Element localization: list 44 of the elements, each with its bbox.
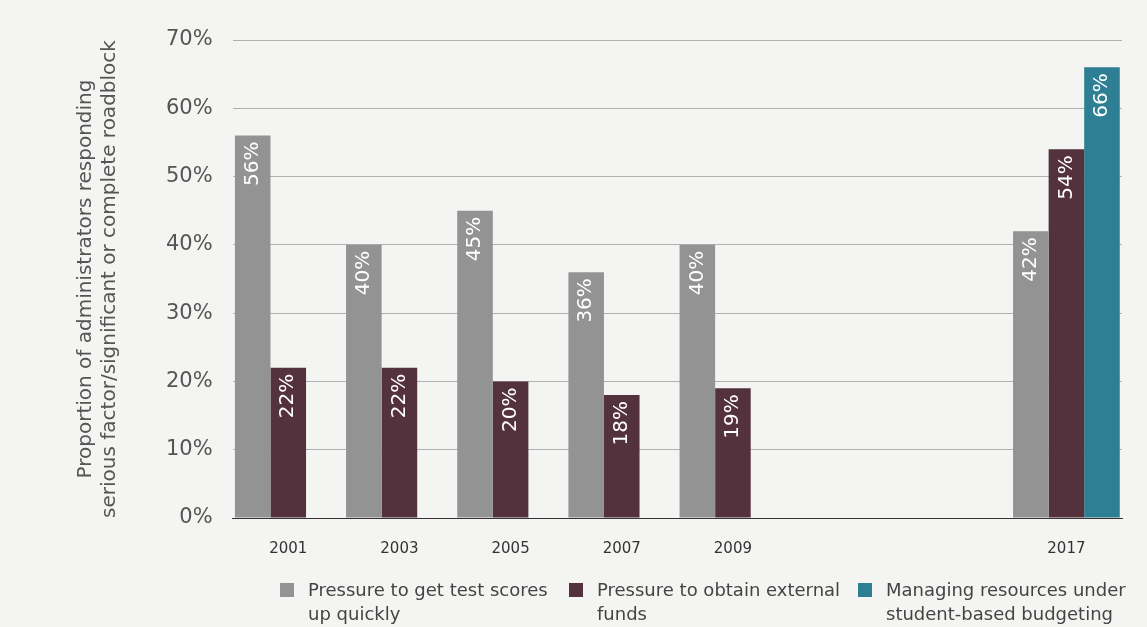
x-tick-label: 2007 bbox=[602, 538, 641, 557]
legend-label: Pressure to obtain external funds bbox=[597, 578, 842, 626]
data-label: 54% bbox=[1052, 155, 1077, 200]
x-tick-label: 2005 bbox=[491, 538, 530, 557]
bar bbox=[679, 244, 716, 518]
bar bbox=[457, 210, 493, 518]
y-tick-label: 50% bbox=[165, 163, 213, 188]
data-label: 66% bbox=[1088, 73, 1113, 118]
data-label: 56% bbox=[238, 141, 263, 187]
y-tick-label: 30% bbox=[165, 299, 213, 324]
x-tick-label: 2003 bbox=[380, 538, 419, 557]
y-axis-title: Proportion of administrators responding serious factor/significant or complete roadblock bbox=[72, 39, 121, 518]
bar bbox=[1048, 149, 1085, 518]
data-label: 40% bbox=[683, 250, 708, 296]
y-tick-label: 60% bbox=[165, 94, 213, 119]
bar bbox=[234, 135, 271, 518]
y-tick-label: 20% bbox=[165, 367, 213, 392]
data-label: 18% bbox=[607, 401, 632, 446]
bar bbox=[568, 272, 604, 518]
data-label: 20% bbox=[496, 387, 521, 432]
data-label: 40% bbox=[350, 250, 375, 296]
x-tick-label: 2009 bbox=[713, 538, 753, 557]
data-label: 22% bbox=[385, 373, 410, 419]
bar bbox=[1013, 231, 1049, 518]
x-tick-label: 2001 bbox=[269, 538, 308, 557]
y-tick-label: 10% bbox=[165, 436, 213, 461]
bar bbox=[270, 367, 307, 518]
bar bbox=[346, 244, 382, 518]
data-label: 22% bbox=[274, 373, 299, 419]
bar bbox=[603, 395, 640, 518]
bar bbox=[492, 381, 529, 518]
x-tick-label: 2017 bbox=[1047, 538, 1086, 557]
data-label: 42% bbox=[1017, 237, 1042, 282]
bar bbox=[715, 388, 751, 518]
y-tick-label: 0% bbox=[179, 504, 213, 529]
data-label: 36% bbox=[572, 278, 597, 323]
legend-label: Pressure to get test scores up quickly bbox=[308, 578, 549, 626]
bar bbox=[1084, 67, 1120, 518]
y-tick-label: 70% bbox=[165, 26, 213, 51]
data-label: 19% bbox=[719, 394, 744, 439]
legend-label: Managing resources under student-based budgeting bbox=[886, 578, 1127, 626]
y-tick-label: 40% bbox=[165, 231, 213, 256]
bar bbox=[381, 367, 418, 518]
data-label: 45% bbox=[461, 216, 486, 262]
